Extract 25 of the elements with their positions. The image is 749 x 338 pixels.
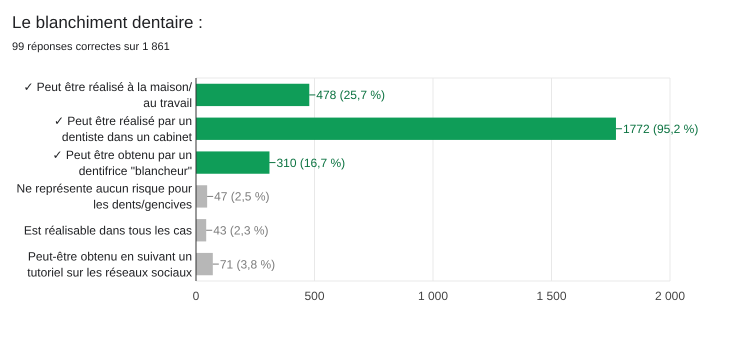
data-label: 43 (2,3 %) xyxy=(213,223,269,238)
chart-title: Le blanchiment dentaire : xyxy=(12,13,203,32)
x-tick-label: 1 500 xyxy=(536,289,567,303)
bar xyxy=(196,151,270,174)
data-label: 478 (25,7 %) xyxy=(316,88,386,102)
text: 99 réponses correctes sur 1 861 xyxy=(12,41,170,53)
data-label: 1772 (95,2 %) xyxy=(622,122,698,136)
y-tick-label: ✓ Peut être réalisé à la maison/au travail xyxy=(23,80,193,110)
x-tick-label: 0 xyxy=(192,289,200,303)
bar xyxy=(196,252,213,276)
bar xyxy=(196,84,310,106)
data-label: 71 (3,8 %) xyxy=(220,257,276,272)
data-label: 47 (2,5 %) xyxy=(214,190,270,204)
y-tick-label: ✓ Peut être obtenu par un dentifrice "blancheur" xyxy=(52,148,192,178)
data-label: 310 (16,7 %) xyxy=(276,156,346,170)
bar xyxy=(196,219,206,242)
bar xyxy=(196,185,208,208)
y-tick-label: Est réalisable dans tous les cas xyxy=(24,223,192,238)
y-tick-label: Peut-être obtenu en suivant un tutoriel sur les réseaux sociaux xyxy=(27,249,192,280)
bar xyxy=(196,118,616,140)
y-tick-label: ✓ Peut être réalisé par un dentiste dans un cabinet xyxy=(54,114,193,144)
x-tick-label: 2 000 xyxy=(654,289,686,303)
x-tick-label: 1 000 xyxy=(418,289,448,303)
x-tick-label: 500 xyxy=(304,289,325,303)
y-tick-label: Ne représente aucun risque pour les dents/gencives xyxy=(16,182,192,212)
